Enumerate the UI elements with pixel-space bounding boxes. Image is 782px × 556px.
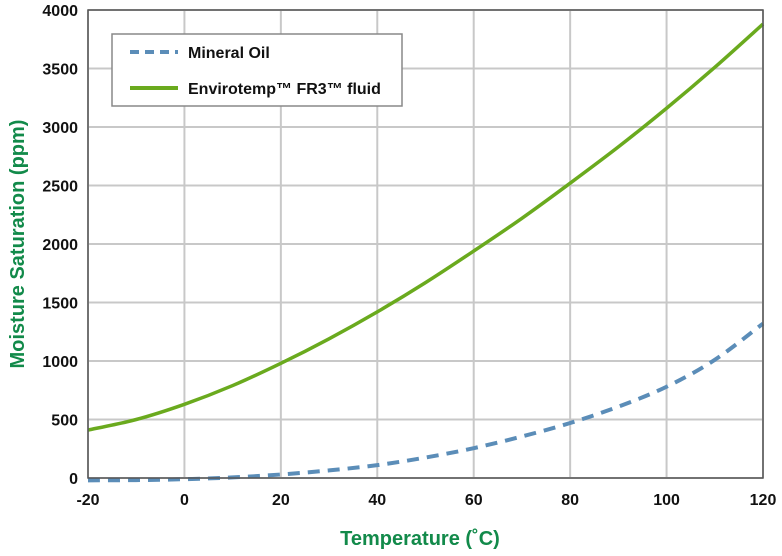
legend-label-mineral-oil: Mineral Oil [188, 45, 270, 62]
x-tick-labels: -20 0 20 40 60 80 100 120 [76, 492, 776, 509]
y-tick-label: 3500 [42, 62, 78, 79]
y-tick-label: 2500 [42, 179, 78, 196]
legend-label-fr3-fluid: Envirotemp™ FR3™ fluid [188, 81, 381, 98]
y-tick-label: 1000 [42, 354, 78, 371]
y-tick-label: 0 [69, 471, 78, 488]
series-line-0 [87, 321, 765, 483]
series-layer [87, 22, 765, 483]
x-tick-label: 80 [561, 492, 579, 509]
legend-box [111, 33, 403, 107]
y-tick-label: 3000 [42, 120, 78, 137]
y-tick-label: 2000 [42, 237, 78, 254]
y-tick-label: 1500 [42, 296, 78, 313]
x-tick-label: 20 [272, 492, 290, 509]
x-tick-label: 40 [368, 492, 386, 509]
y-tick-label: 500 [51, 413, 78, 430]
y-tick-label: 4000 [42, 3, 78, 20]
y-axis-label: Moisture Saturation (ppm) [7, 120, 29, 369]
x-tick-label: 120 [750, 492, 777, 509]
x-axis-label: Temperature (˚C) [340, 527, 500, 550]
plot-frame [87, 9, 764, 479]
x-tick-label: -20 [76, 492, 99, 509]
x-tick-label: 60 [465, 492, 483, 509]
x-tick-label: 100 [653, 492, 680, 509]
y-tick-labels: 0 500 1000 1500 2000 2500 3000 3500 4000 [42, 3, 78, 488]
series-line-1 [87, 22, 765, 432]
legend: Mineral Oil Envirotemp™ FR3™ fluid [111, 33, 403, 107]
x-tick-label: 0 [180, 492, 189, 509]
